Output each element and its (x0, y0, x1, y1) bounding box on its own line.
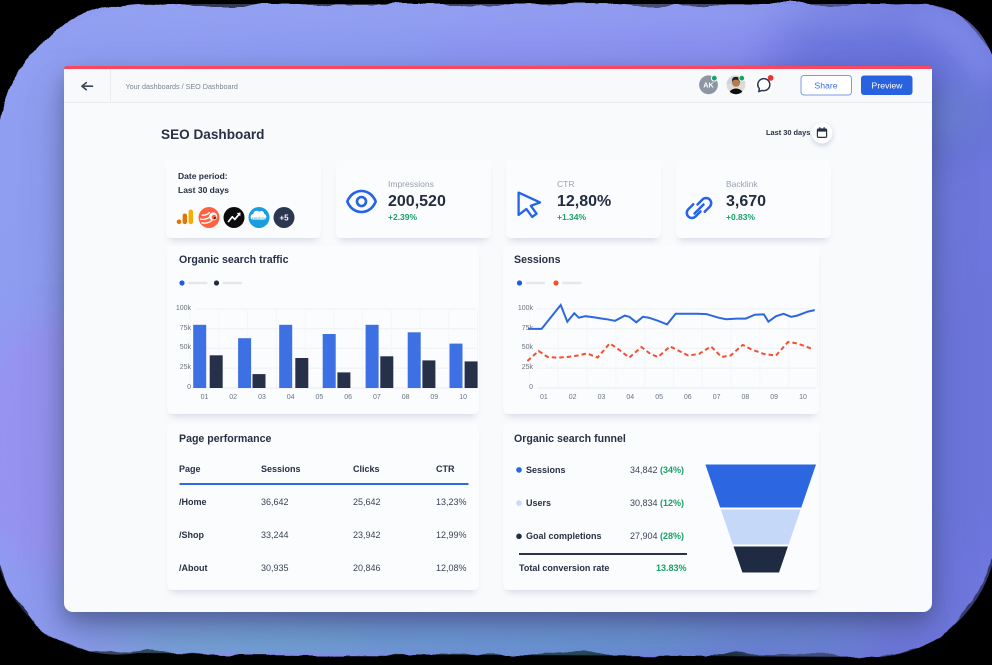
svg-text:+5: +5 (279, 214, 289, 223)
svg-text:Share: Share (814, 81, 837, 91)
svg-text:Preview: Preview (872, 81, 904, 91)
svg-text:salesforce: salesforce (252, 216, 267, 220)
svg-text:AK: AK (703, 81, 714, 90)
